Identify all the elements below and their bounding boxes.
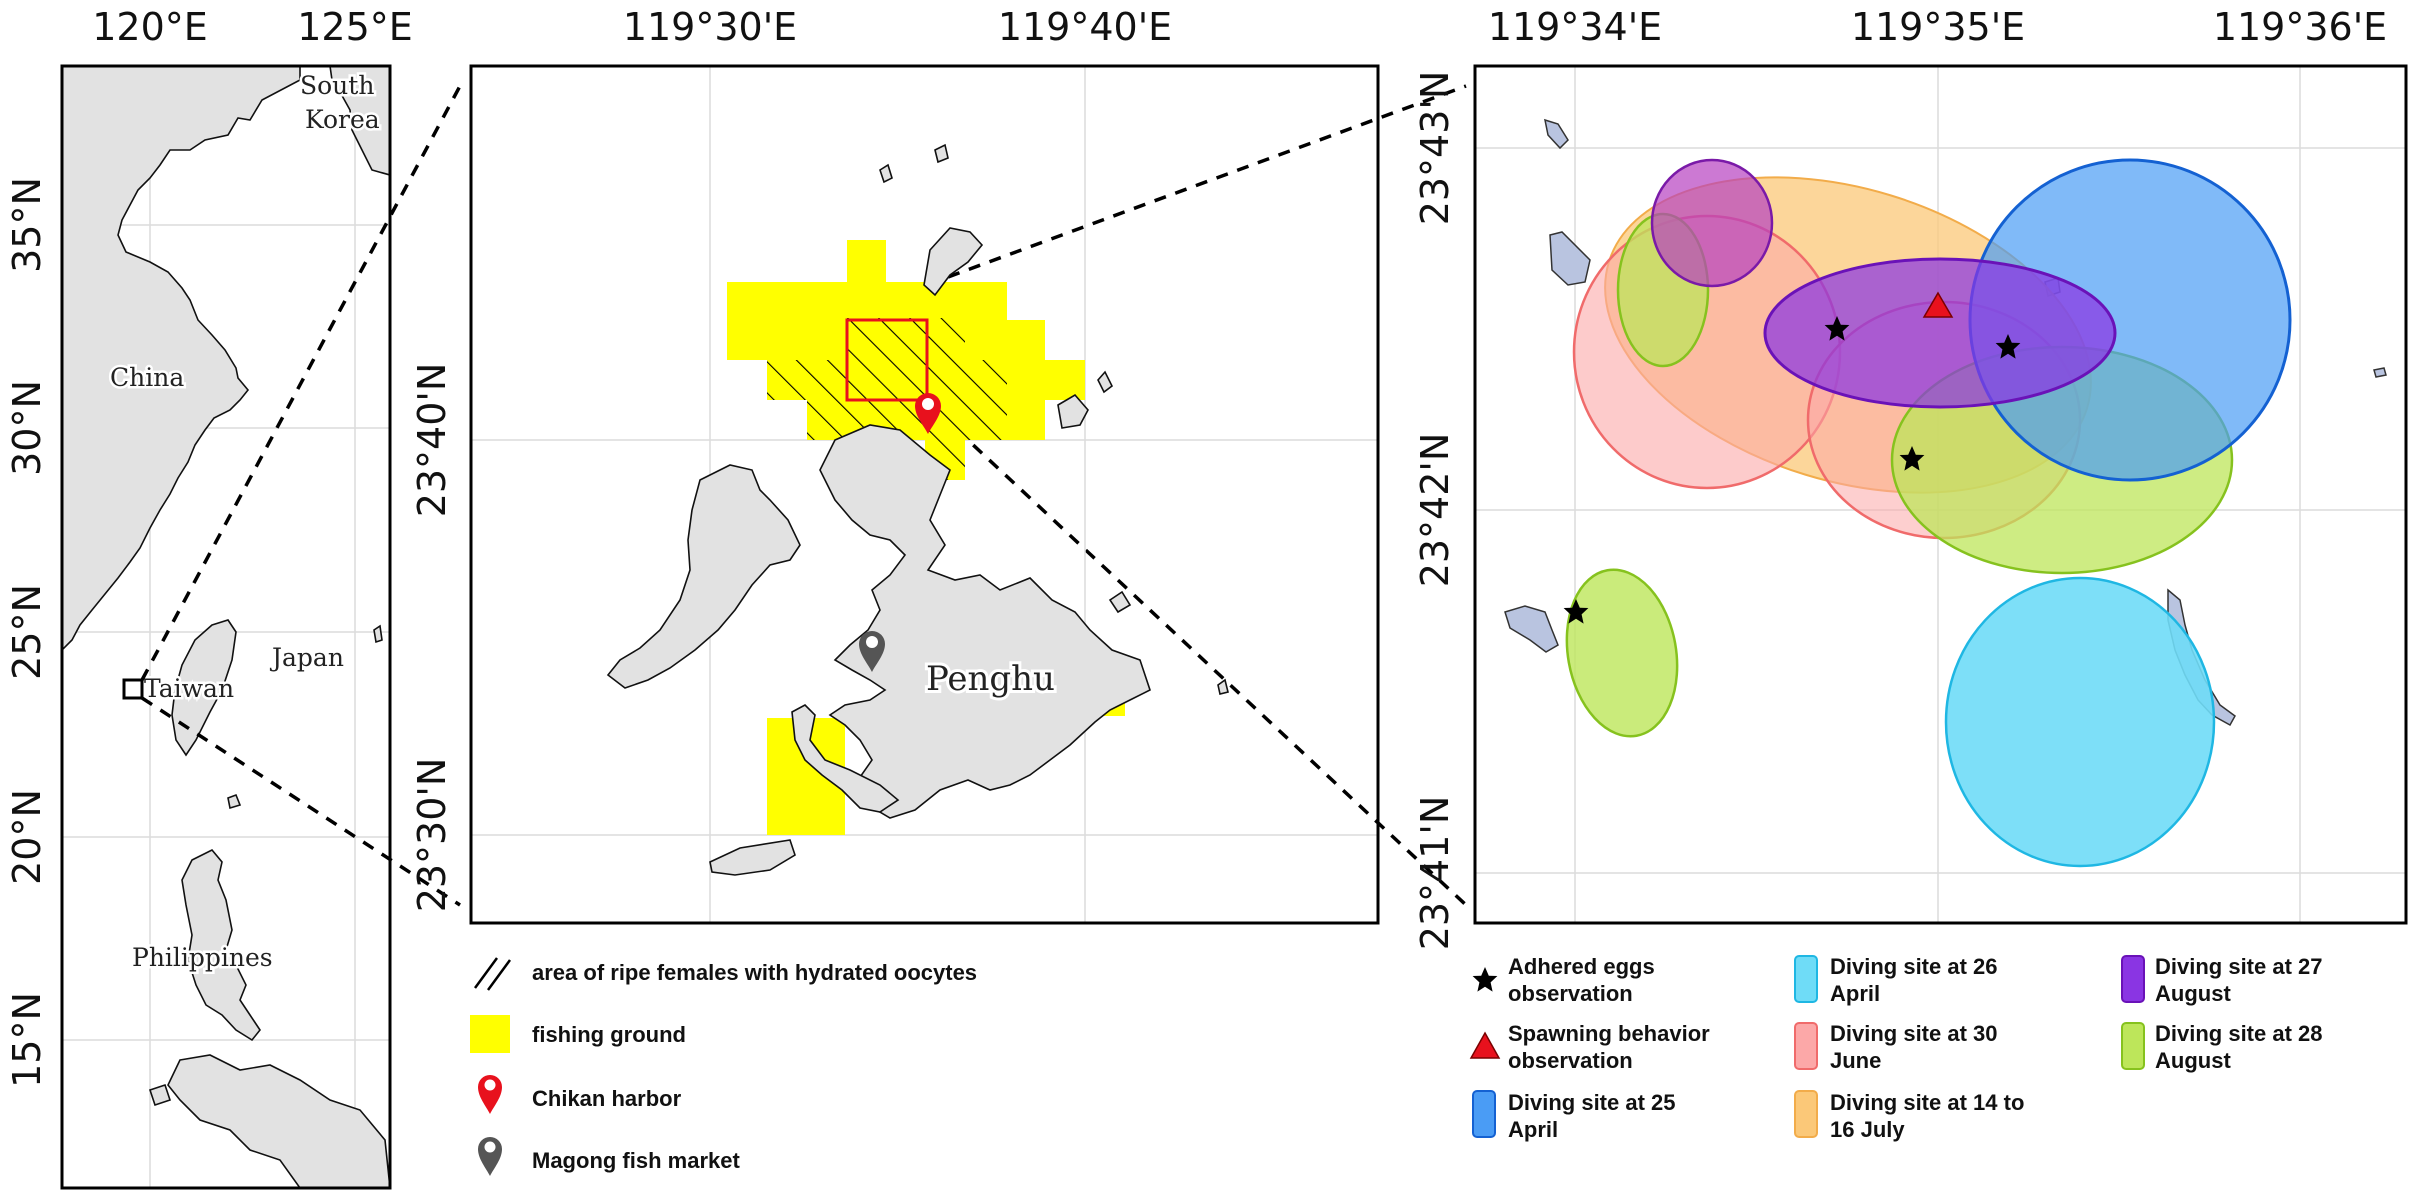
place-philippines: Philippines: [132, 943, 273, 972]
islands-small: [148, 1083, 172, 1107]
penghu-island-small: [709, 839, 796, 876]
overview-map: South Korea China Japan Taiwan Philippin…: [5, 5, 413, 1190]
legend-diving: Adhered eggs observation Spawning behavi…: [1469, 954, 2323, 1142]
legend-hatch-swatch: [473, 957, 512, 991]
spawning-observation: [1922, 291, 1954, 318]
place-penghu: Penghu: [926, 659, 1055, 699]
penghu-west-island: [606, 464, 801, 689]
legend-apr25-swatch: [1472, 1090, 1496, 1138]
legend-aug28-line2: August: [2155, 1048, 2231, 1073]
diving-frame: [1473, 64, 2408, 925]
legend-hatch-label: area of ripe females with hydrated oocyt…: [532, 960, 977, 985]
study-area-box: [845, 318, 929, 402]
penghu-locator-box: [122, 678, 144, 700]
legend-aug27-line2: August: [2155, 981, 2231, 1006]
korea-landmass: [329, 66, 390, 176]
star-1: [1824, 316, 1850, 341]
left-ytick-25: 25°N: [5, 584, 49, 680]
penghu-map: Penghu 119°30'E 119°40'E 23°40'N 23°30'N: [410, 5, 1380, 925]
legend-triangle-icon: [1469, 1031, 1501, 1059]
mid-xtick-3040: 119°40'E: [998, 5, 1172, 49]
chikan-harbor-marker: [915, 393, 941, 434]
left-xtick-120: 120°E: [92, 5, 208, 49]
legend-magong-icon: [478, 1137, 502, 1176]
penghu-island-small-4: [1108, 590, 1132, 614]
penghu-island-small-7: [1217, 678, 1229, 695]
right-ytick-2343: 23°43'N: [1413, 71, 1457, 226]
legend-apr25-line2: April: [1508, 1117, 1558, 1142]
left-ytick-35: 35°N: [5, 177, 49, 273]
place-japan: Japan: [269, 643, 344, 672]
legend-jul-swatch: [1794, 1090, 1818, 1138]
legend-spawn-line2: observation: [1508, 1048, 1633, 1073]
right-xtick-3436: 119°36'E: [2213, 5, 2387, 49]
place-china: China: [110, 363, 184, 392]
right-xtick-3435: 119°35'E: [1851, 5, 2025, 49]
legend-chikan-label: Chikan harbor: [532, 1086, 682, 1111]
mid-ytick-2330: 23°30'N: [410, 758, 454, 913]
philippines-islands: [167, 1054, 390, 1188]
left-ytick-20: 20°N: [5, 789, 49, 885]
legend-star-icon: [1472, 967, 1498, 992]
legend-apr26-line2: April: [1830, 981, 1880, 1006]
legend-spawn-line1: Spawning behavior: [1508, 1021, 1710, 1046]
legend-apr25-line1: Diving site at 25: [1508, 1090, 1676, 1115]
legend-jun30-swatch: [1794, 1022, 1818, 1070]
star-3: [1899, 446, 1925, 471]
legend-apr26-swatch: [1794, 955, 1818, 1003]
left-xtick-125: 125°E: [297, 5, 413, 49]
penghu-north-island: [923, 227, 984, 297]
right-ytick-2341: 23°41'N: [1413, 796, 1457, 951]
legend-aug28-swatch: [2121, 1022, 2145, 1070]
legend-fishing-label: fishing ground: [532, 1022, 686, 1047]
china-landmass: [62, 66, 301, 652]
penghu-main-island: [819, 424, 1151, 819]
penghu-island-small-6: [934, 143, 949, 164]
legend-jul-line1: Diving site at 14 to: [1830, 1090, 2024, 1115]
taiwan-landmass: [171, 619, 237, 757]
mid-ytick-2340: 23°40'N: [410, 363, 454, 518]
magong-market-marker: [859, 631, 885, 672]
legend-fishing-swatch: [470, 1015, 510, 1053]
penghu-island-small-5: [879, 163, 893, 184]
legend-aug28-line1: Diving site at 28: [2155, 1021, 2323, 1046]
islands-small-2: [227, 793, 242, 810]
penghu-island-small-2: [1057, 393, 1089, 429]
legend-penghu: area of ripe females with hydrated oocyt…: [470, 957, 977, 1176]
penghu-island-small-3: [1097, 370, 1114, 394]
legend-apr26-line1: Diving site at 26: [1830, 954, 1998, 979]
legend-eggs-line2: observation: [1508, 981, 1633, 1006]
egg-observations: [1563, 316, 2021, 624]
site-apr-26: [1944, 576, 2216, 868]
penghu-frame: [469, 64, 1380, 925]
site-aug-27-b: [1763, 257, 2117, 409]
site-aug-27-a: [1650, 158, 1774, 288]
legend-jul-line2: 16 July: [1830, 1117, 1905, 1142]
left-ytick-30: 30°N: [5, 380, 49, 476]
diving-sites-map: 119°34'E 119°35'E 119°36'E 23°43'N 23°42…: [1413, 5, 2408, 951]
right-ytick-2342: 23°42'N: [1413, 433, 1457, 588]
legend-chikan-icon: [478, 1075, 502, 1114]
star-4: [1563, 599, 1589, 624]
place-taiwan: Taiwan: [144, 674, 234, 703]
place-korea: Korea: [305, 105, 380, 134]
legend-jun30-line2: June: [1830, 1048, 1881, 1073]
legend-magong-label: Magong fish market: [532, 1148, 740, 1173]
right-xtick-3434: 119°34'E: [1488, 5, 1662, 49]
legend-eggs-line1: Adhered eggs: [1508, 954, 1655, 979]
legend-aug27-swatch: [2121, 955, 2145, 1003]
philippines-landmass: [181, 849, 261, 1042]
overview-frame: [60, 64, 392, 1190]
legend-jun30-line1: Diving site at 30: [1830, 1021, 1998, 1046]
mid-xtick-3030: 119°30'E: [623, 5, 797, 49]
japan-landmass: [373, 624, 383, 644]
legend-aug27-line1: Diving site at 27: [2155, 954, 2323, 979]
star-2: [1995, 334, 2021, 359]
penghu-south-island: [791, 704, 900, 813]
place-south: South: [300, 71, 374, 100]
left-ytick-15: 15°N: [5, 992, 49, 1088]
site-aug-28-c: [1565, 568, 1679, 738]
